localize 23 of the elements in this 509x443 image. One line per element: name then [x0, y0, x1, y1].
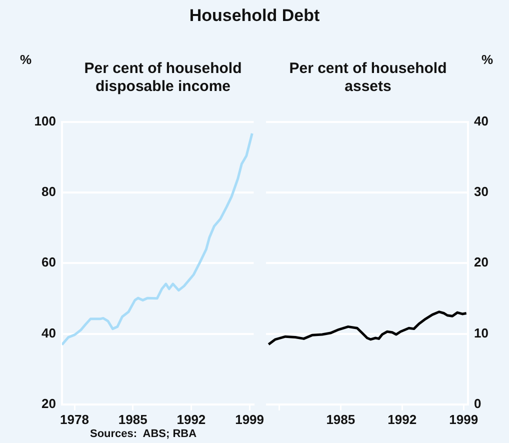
y2-tick-label: 0 — [474, 396, 482, 411]
y2-tick-label: 30 — [474, 184, 488, 200]
x-tick-label: 1999 — [235, 412, 264, 427]
source-note: Sources: ABS; RBA — [90, 428, 197, 440]
y2-tick-label: 20 — [474, 254, 488, 270]
chart-subtitle: Per cent of household disposable income — [83, 60, 243, 96]
y2-tick-label: 40 — [474, 113, 488, 128]
y2-axis-title: % — [481, 52, 493, 67]
chart-subtitle: Per cent of household assets — [288, 60, 448, 96]
x-tick-label: 1978 — [60, 412, 89, 427]
x-tick-label: 1992 — [388, 412, 417, 427]
x-tick-label: 1985 — [326, 412, 356, 427]
x-tick-label: 1985 — [118, 412, 148, 427]
chart-title: Household Debt — [188, 6, 321, 26]
y-axis-title: % — [20, 52, 32, 67]
y-tick-label: 100 — [34, 113, 56, 128]
x-tick-label: 1999 — [449, 412, 478, 427]
y-tick-label: 40 — [42, 325, 56, 340]
x-tick-label: 1992 — [176, 412, 206, 427]
y-tick-label: 80 — [42, 184, 56, 200]
y2-tick-label: 10 — [474, 325, 488, 340]
y-tick-label: 20 — [42, 396, 56, 411]
y-tick-label: 60 — [42, 254, 56, 270]
